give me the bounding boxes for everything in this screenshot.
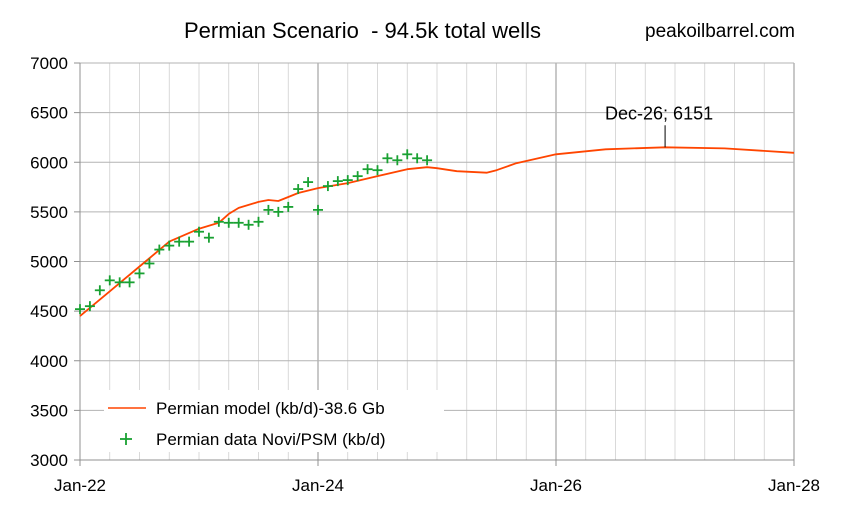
data-point-marker [94, 285, 105, 296]
y-tick-label: 3500 [30, 401, 68, 420]
data-point-marker [124, 277, 135, 288]
data-point-marker [332, 176, 343, 187]
y-tick-label: 3000 [30, 451, 68, 470]
legend: Permian model (kb/d)-38.6 Gb Permian dat… [104, 390, 444, 452]
series-layer [75, 146, 795, 317]
y-tick-label: 6000 [30, 153, 68, 172]
data-point-marker [313, 204, 323, 215]
data-point-marker [402, 149, 413, 160]
data-point-marker [243, 219, 254, 230]
data-point-marker [203, 232, 214, 243]
data-point-marker [164, 240, 175, 251]
data-point-marker [194, 226, 204, 237]
y-tick-label: 7000 [30, 54, 68, 73]
data-point-marker [412, 153, 423, 164]
y-axis-ticks: 3000 3500 4000 4500 5000 5500 6000 6500 7000 [30, 54, 80, 470]
x-tick-label: Jan-22 [54, 476, 106, 495]
data-point-marker [75, 304, 85, 315]
data-point-marker [144, 258, 155, 269]
legend-label-data: Permian data Novi/PSM (kb/d) [156, 430, 386, 449]
annotation-label: Dec-26; 6151 [605, 103, 713, 123]
data-point-marker [352, 171, 363, 182]
data-point-marker [154, 244, 165, 255]
data-point-marker [372, 165, 383, 176]
data-point-marker [293, 184, 304, 195]
data-point-marker [362, 164, 373, 175]
data-point-marker [213, 216, 224, 227]
y-tick-label: 5000 [30, 253, 68, 272]
data-point-marker [104, 275, 115, 286]
data-point-marker [273, 206, 284, 217]
y-tick-label: 4500 [30, 302, 68, 321]
x-tick-label: Jan-28 [768, 476, 820, 495]
data-point-marker [422, 155, 433, 166]
y-tick-label: 5500 [30, 203, 68, 222]
data-point-marker [84, 301, 95, 312]
data-point-marker [283, 201, 294, 212]
x-axis-ticks: Jan-22 Jan-24 Jan-26 Jan-28 [54, 460, 820, 495]
data-point-marker [253, 216, 264, 227]
data-point-marker [342, 175, 353, 186]
data-point-marker [134, 268, 145, 279]
annotation: Dec-26; 6151 [605, 103, 713, 148]
legend-box [104, 390, 444, 452]
y-tick-label: 4000 [30, 352, 68, 371]
data-point-marker [174, 236, 185, 247]
y-tick-label: 6500 [30, 104, 68, 123]
data-point-marker [184, 236, 195, 247]
data-point-marker [382, 153, 393, 164]
chart-title: Permian Scenario - 94.5k total wells [184, 18, 542, 43]
data-point-marker [322, 181, 333, 192]
x-tick-label: Jan-24 [292, 476, 344, 495]
data-point-marker [233, 217, 244, 228]
data-point-marker [263, 204, 274, 215]
x-tick-label: Jan-26 [530, 476, 582, 495]
data-point-marker [114, 277, 125, 288]
data-point-marker [223, 217, 234, 228]
data-point-marker [392, 155, 403, 166]
source-label: peakoilbarrel.com [645, 21, 795, 42]
legend-label-model: Permian model (kb/d)-38.6 Gb [156, 399, 385, 418]
legend-plus-swatch [120, 433, 132, 445]
data-point-marker [303, 177, 314, 188]
